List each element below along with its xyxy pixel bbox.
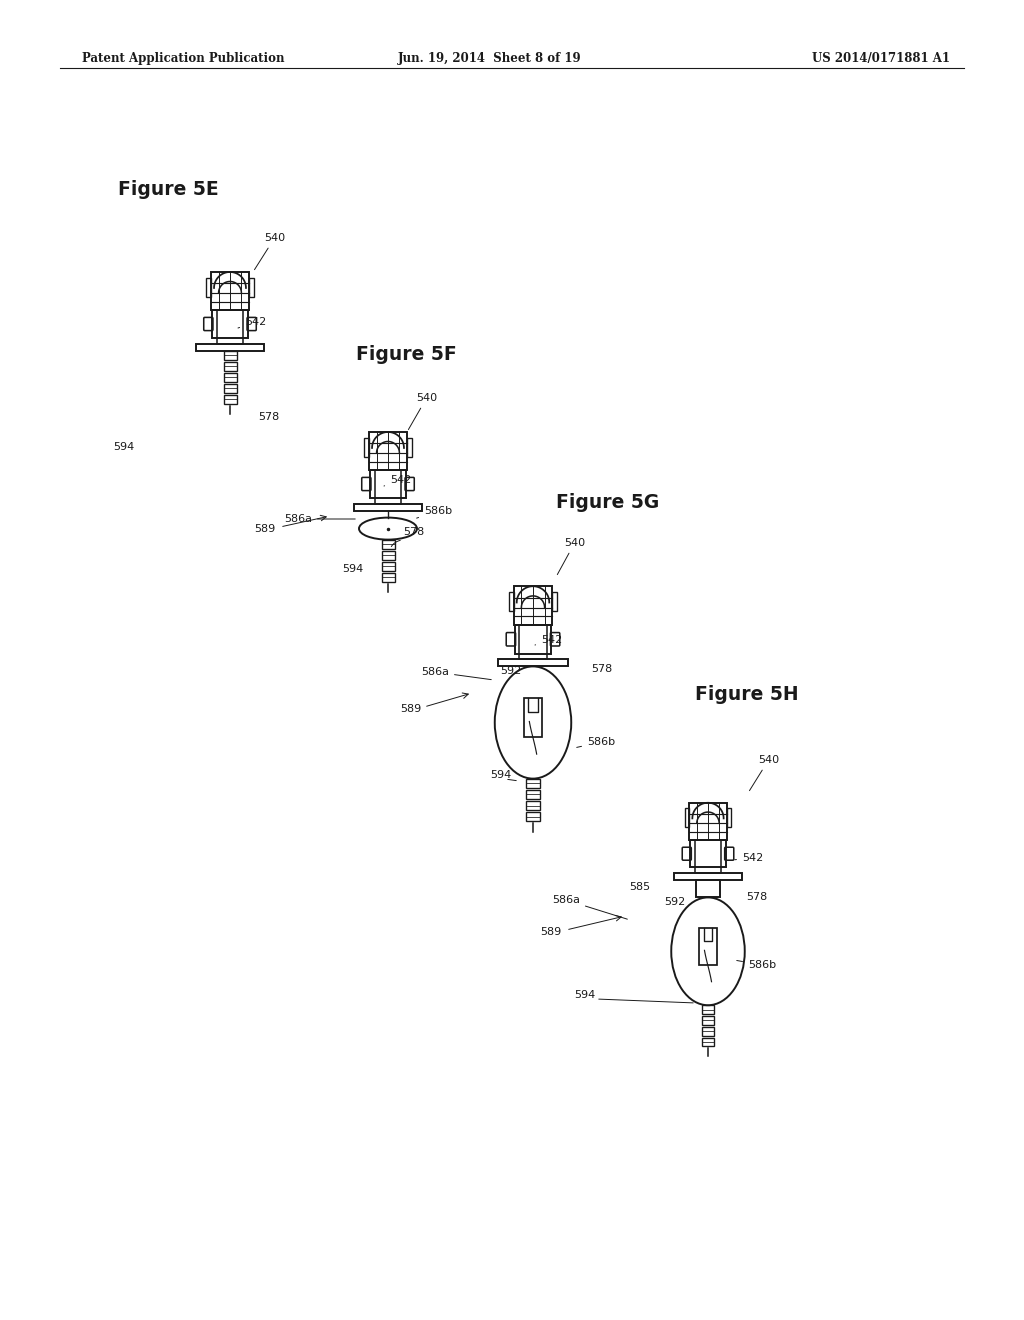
Bar (223, 372, 237, 381)
Text: Figure 5F: Figure 5F (356, 345, 457, 364)
Bar (695, 840, 721, 873)
Bar (382, 550, 394, 560)
Bar (196, 343, 264, 351)
Bar (514, 586, 552, 624)
Bar (370, 470, 407, 498)
Text: 578: 578 (591, 664, 612, 675)
Bar (365, 438, 369, 457)
Text: 592: 592 (500, 667, 521, 676)
Bar (212, 310, 248, 338)
Bar (552, 593, 557, 611)
Bar (701, 1038, 715, 1047)
Bar (524, 698, 542, 737)
Bar (382, 573, 394, 582)
Text: 540: 540 (409, 393, 437, 429)
Bar (515, 624, 551, 653)
Bar (685, 808, 689, 826)
Bar (696, 880, 720, 898)
Text: Jun. 19, 2014  Sheet 8 of 19: Jun. 19, 2014 Sheet 8 of 19 (398, 51, 582, 65)
Bar (223, 384, 237, 392)
Text: Figure 5E: Figure 5E (118, 180, 219, 199)
Bar (526, 812, 540, 821)
Text: 578: 578 (258, 412, 280, 422)
Bar (699, 928, 717, 965)
Text: 589: 589 (540, 927, 561, 937)
Bar (369, 432, 407, 470)
Bar (207, 277, 211, 297)
Text: 594: 594 (113, 442, 134, 451)
Bar (727, 808, 731, 826)
Bar (375, 470, 401, 504)
Text: 586a: 586a (284, 513, 355, 524)
Text: 578: 578 (403, 527, 424, 537)
Text: Figure 5G: Figure 5G (556, 492, 659, 512)
Text: Patent Application Publication: Patent Application Publication (82, 51, 285, 65)
Text: 586b: 586b (736, 960, 776, 970)
Bar (249, 277, 254, 297)
Bar (675, 873, 741, 880)
Bar (407, 438, 412, 457)
Bar (498, 659, 568, 667)
Text: 589: 589 (254, 524, 275, 535)
Text: 594: 594 (490, 770, 511, 780)
Bar (223, 351, 237, 359)
Text: Figure 5H: Figure 5H (695, 685, 799, 704)
Text: 578: 578 (746, 892, 767, 902)
Text: 585: 585 (629, 882, 650, 892)
Text: 542: 542 (384, 475, 412, 486)
Text: 586b: 586b (417, 506, 453, 519)
Text: 586b: 586b (577, 737, 615, 747)
Bar (382, 540, 394, 549)
Bar (519, 624, 547, 659)
Text: 586a: 586a (552, 895, 628, 919)
Bar (223, 362, 237, 371)
Text: 540: 540 (750, 755, 779, 791)
Text: 542: 542 (735, 853, 763, 863)
Text: 542: 542 (238, 317, 266, 327)
Bar (354, 504, 422, 511)
Text: 592: 592 (664, 898, 685, 907)
Text: 589: 589 (400, 704, 421, 714)
Bar (689, 803, 727, 840)
Text: 540: 540 (255, 234, 285, 269)
Text: 542: 542 (535, 635, 562, 645)
Bar (690, 840, 726, 867)
Bar (526, 779, 540, 788)
Bar (382, 561, 394, 570)
Text: US 2014/0171881 A1: US 2014/0171881 A1 (812, 51, 950, 65)
Text: 594: 594 (574, 990, 595, 1001)
Bar (701, 1027, 715, 1036)
Bar (526, 801, 540, 810)
Text: 594: 594 (342, 564, 364, 574)
Bar (211, 272, 249, 310)
Bar (701, 1016, 715, 1024)
Bar (223, 395, 237, 404)
Bar (701, 1006, 715, 1014)
Text: 540: 540 (557, 539, 585, 574)
Bar (217, 310, 244, 343)
Bar (526, 789, 540, 799)
Bar (509, 593, 514, 611)
Text: 586a: 586a (421, 667, 492, 680)
